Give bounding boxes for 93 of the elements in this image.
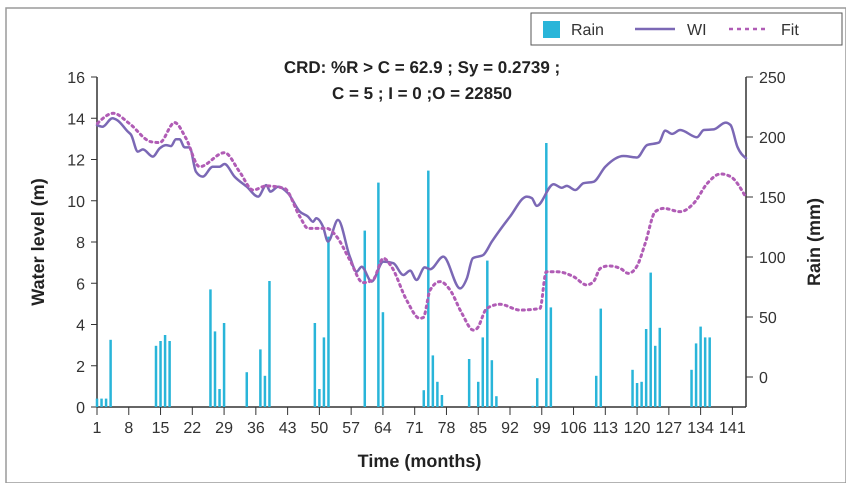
bar [704,337,706,407]
x-tick-label: 78 [438,420,456,437]
bar [600,308,602,407]
x-tick-label: 22 [183,420,202,437]
y-tick-label: 2 [76,358,86,376]
bar [476,382,480,407]
bar [468,359,470,407]
bar [109,340,112,407]
bar [640,382,643,407]
bar [440,395,444,407]
x-tick-label: 99 [532,420,551,437]
y-tick-label: 0 [76,400,86,417]
bar [490,360,494,407]
legend-label: WI [687,22,707,39]
bar [318,389,321,407]
bar [636,383,638,407]
x-tick-label: 127 [655,420,682,437]
y-axis-title: Water level (m) [28,178,48,306]
bar [382,312,384,407]
bar [246,372,248,407]
y-tick-label: 4 [76,318,86,334]
y-tick-label: 10 [67,194,86,211]
bar [594,376,598,407]
bar [427,170,430,407]
bar [327,236,330,407]
bar [159,341,162,407]
x-tick-label: 106 [560,420,587,437]
legend-label: Rain [571,22,604,39]
x-tick-label: 141 [719,420,746,437]
bar [209,289,212,407]
x-tick-label: 36 [246,420,265,437]
bar [699,326,702,407]
y2-tick-label: 150 [759,190,786,207]
bar [654,346,656,407]
x-tick-label: 50 [310,420,328,437]
bar [550,307,552,407]
y2-tick-label: 100 [759,250,786,267]
bar [218,389,221,407]
y2-axis-title: Rain (mm) [804,198,824,286]
y2-tick-label: 200 [759,130,786,147]
bar [268,281,271,407]
x-tick-label: 64 [374,420,392,437]
bar [658,328,662,407]
bar [100,398,103,407]
bar [436,382,439,407]
bar [422,390,426,407]
y-tick-label: 8 [76,235,86,252]
y2-tick-label: 0 [759,370,768,387]
y2-tick-label: 250 [759,70,786,87]
bar [314,323,316,407]
bar [690,370,693,407]
x-axis-title: Time (months) [358,451,482,471]
bar [708,337,711,407]
x-tick-label: 15 [152,420,170,437]
x-tick-label: 8 [124,420,134,437]
x-tick-label: 43 [278,420,297,437]
bar [649,272,652,407]
chart-title: CRD: %R > C = 62.9 ; Sy = 0.2739 ; C = 5 ; I = 0 ;O = 22850 [284,58,560,103]
x-tick-label: 92 [501,420,519,437]
bar [486,260,489,407]
x-tick-label: 71 [406,420,424,437]
bar [259,349,262,407]
x-tick-label: 113 [592,420,618,437]
x-tick-label: 85 [469,420,488,437]
bar [644,329,648,407]
bar [322,337,326,407]
y-tick-label: 14 [67,111,86,128]
line-series [96,112,748,332]
bar [264,376,266,407]
bar [694,343,698,407]
bar [168,341,171,407]
x-tick-label: 134 [687,420,714,437]
y2-tick-label: 50 [759,310,777,327]
bar [495,396,498,407]
x-tick-label: 120 [624,420,651,437]
y-tick-label: 16 [67,70,86,87]
bar [364,230,366,407]
line-series [96,117,748,290]
y-tick-label: 12 [67,152,86,170]
y-tick-label: 6 [76,276,86,294]
bar [222,323,226,407]
x-tick-label: 57 [342,420,360,437]
bar [482,337,484,407]
bar [104,398,108,407]
legend-label: Fit [781,22,800,39]
x-tick-label: 29 [215,420,234,437]
bar [164,335,166,407]
bar [536,378,538,407]
x-tick-label: 1 [92,420,102,437]
bar [545,143,548,407]
bar [377,182,380,407]
bar [631,370,634,407]
bar [432,355,434,407]
